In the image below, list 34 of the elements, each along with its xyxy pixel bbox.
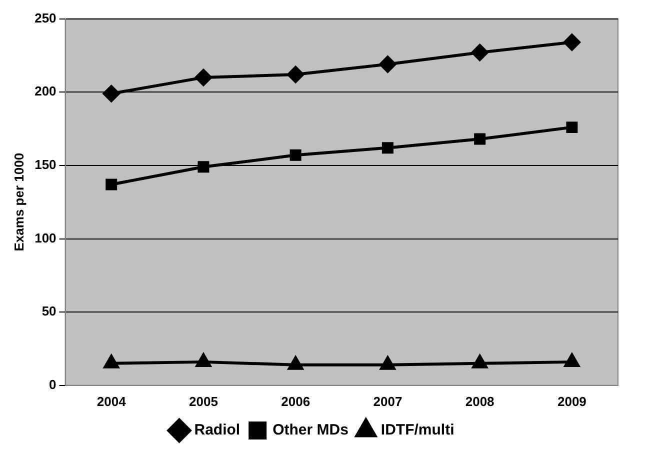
point [196,353,212,367]
x-tick-label: 2004 [96,394,127,409]
x-tick-label: 2005 [189,394,218,409]
x-tick-label: 2006 [281,394,310,409]
point [194,68,212,86]
point [566,122,578,134]
legend-label: Radiol [194,422,240,439]
y-tick-label: 150 [34,157,56,172]
point [102,85,120,102]
y-tick-label: 50 [42,304,56,319]
point [564,353,580,367]
point [104,354,119,368]
x-tick-label: 2007 [373,394,402,409]
legend-label: Other MDs [272,422,348,439]
point [379,56,396,73]
point [198,161,210,173]
y-axis-title: Exams per 1000 [11,152,26,252]
point [380,356,396,370]
point [471,44,488,62]
x-tick-label: 2008 [465,394,494,409]
y-tick-label: 100 [34,230,56,246]
x-tick-label: 2009 [557,394,586,409]
point [563,34,580,51]
point [290,149,302,161]
point [287,66,304,84]
y-tick-label: 200 [34,84,56,99]
point [288,356,304,370]
legend-label: IDTF/multi [380,422,454,439]
point [474,133,486,145]
point [106,178,118,190]
y-tick-label: 0 [49,376,56,392]
point [382,142,394,154]
point [472,354,488,368]
y-tick-label: 250 [34,10,56,26]
